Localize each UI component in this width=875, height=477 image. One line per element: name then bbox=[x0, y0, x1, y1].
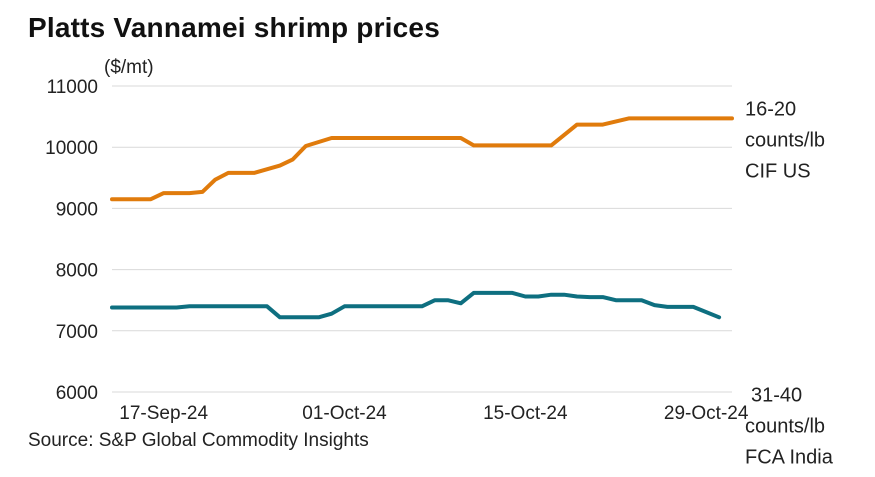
y-tick-label: 6000 bbox=[56, 383, 98, 404]
y-axis-unit-label: ($/mt) bbox=[104, 57, 154, 78]
series-line-2 bbox=[110, 290, 722, 320]
y-tick-label: 9000 bbox=[56, 199, 98, 220]
series-label-2-line: 31-40 bbox=[751, 384, 802, 406]
y-tick-label: 8000 bbox=[56, 261, 98, 282]
chart-title: Platts Vannamei shrimp prices bbox=[28, 12, 440, 43]
series-label-1-line: CIF US bbox=[745, 160, 811, 182]
series-label-2-line: counts/lb bbox=[745, 415, 825, 437]
gridlines bbox=[112, 85, 732, 393]
y-tick-label: 11000 bbox=[47, 77, 98, 98]
x-axis-ticks: 17-Sep-24 01-Oct-24 15-Oct-24 29-Oct-24 bbox=[119, 403, 749, 424]
x-tick-label: 29-Oct-24 bbox=[664, 403, 749, 424]
source-note: Source: S&P Global Commodity Insights bbox=[28, 430, 369, 451]
series-labels: 16-20 counts/lb CIF US 31-40 counts/lb FCA In… bbox=[745, 98, 834, 468]
x-tick-label: 15-Oct-24 bbox=[483, 403, 568, 424]
y-tick-label: 10000 bbox=[45, 138, 98, 159]
y-tick-label: 7000 bbox=[56, 322, 98, 343]
x-tick-label: 17-Sep-24 bbox=[119, 403, 208, 424]
x-tick-label: 01-Oct-24 bbox=[302, 403, 387, 424]
series-label-1-line: counts/lb bbox=[745, 129, 825, 151]
series-line-1 bbox=[110, 116, 734, 202]
series-label-2-line: FCA India bbox=[745, 446, 834, 468]
series-label-1-line: 16-20 bbox=[745, 98, 796, 120]
series-lines bbox=[110, 116, 734, 320]
y-axis-ticks: 6000 7000 8000 9000 10000 11000 bbox=[45, 77, 98, 404]
